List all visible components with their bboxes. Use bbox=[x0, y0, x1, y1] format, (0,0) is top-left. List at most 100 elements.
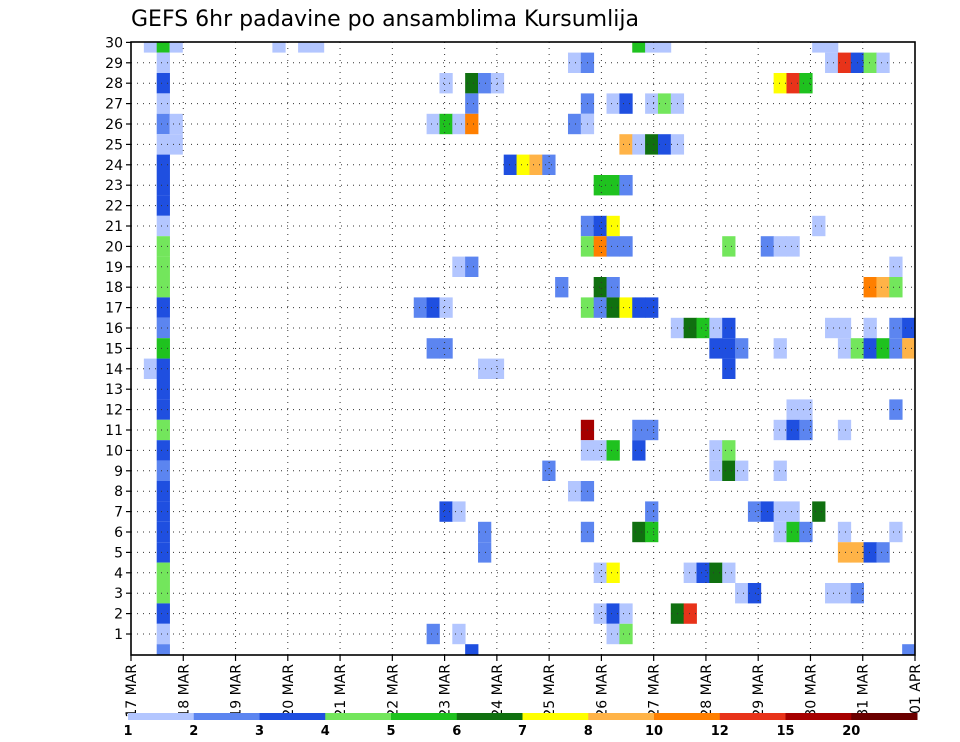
heatmap-cell bbox=[426, 338, 440, 359]
legend-swatch bbox=[391, 713, 458, 720]
heatmap-cell bbox=[452, 623, 466, 645]
y-tick-label: 15 bbox=[105, 341, 123, 357]
heatmap-cell bbox=[156, 542, 170, 563]
heatmap-cell bbox=[812, 215, 826, 237]
heatmap-cell bbox=[555, 277, 569, 298]
y-tick-label: 20 bbox=[105, 239, 123, 255]
heatmap-cell bbox=[619, 236, 633, 257]
heatmap-cell bbox=[889, 338, 903, 359]
heatmap-cell bbox=[825, 52, 839, 73]
heatmap-cell bbox=[773, 73, 787, 94]
heatmap-cell bbox=[606, 277, 620, 298]
heatmap-cell bbox=[773, 419, 787, 441]
heatmap-cells bbox=[143, 42, 916, 655]
heatmap-cell bbox=[478, 73, 492, 94]
heatmap-cell bbox=[632, 419, 646, 441]
y-tick-label: 28 bbox=[105, 76, 123, 92]
x-tick-label: 29 MAR bbox=[751, 664, 767, 718]
heatmap-cell bbox=[593, 603, 607, 624]
heatmap-cell bbox=[632, 440, 646, 461]
legend-label: 4 bbox=[321, 724, 330, 739]
heatmap-cell bbox=[465, 113, 479, 135]
legend-label: 5 bbox=[386, 724, 395, 739]
heatmap-cell bbox=[799, 419, 813, 441]
heatmap-cell bbox=[426, 297, 440, 318]
heatmap-cell bbox=[593, 297, 607, 318]
legend-swatch bbox=[719, 713, 786, 720]
heatmap-cell bbox=[735, 583, 749, 604]
heatmap-cell bbox=[478, 521, 492, 543]
heatmap-cell bbox=[619, 93, 633, 114]
heatmap-cell bbox=[786, 399, 800, 420]
legend-swatch bbox=[193, 713, 260, 720]
heatmap-cell bbox=[657, 93, 672, 114]
heatmap-cell bbox=[452, 113, 466, 135]
heatmap-cell bbox=[156, 358, 170, 379]
y-tick-label: 16 bbox=[105, 321, 123, 337]
y-tick-label: 24 bbox=[105, 158, 123, 174]
heatmap-cell bbox=[156, 175, 170, 196]
heatmap-cell bbox=[837, 542, 852, 563]
heatmap-cell bbox=[812, 501, 826, 522]
legend-swatch bbox=[456, 713, 523, 720]
heatmap-cell bbox=[825, 42, 839, 53]
heatmap-cell bbox=[837, 583, 852, 604]
heatmap-cell bbox=[516, 154, 530, 175]
legend-label: 1 bbox=[123, 724, 132, 739]
y-tick-label: 14 bbox=[105, 362, 123, 378]
x-tick-label: 17 MAR bbox=[124, 664, 140, 718]
heatmap-cell bbox=[812, 42, 826, 53]
heatmap-cell bbox=[156, 399, 170, 420]
heatmap-cell bbox=[156, 297, 170, 318]
heatmap-cell bbox=[478, 358, 492, 379]
y-tick-label: 21 bbox=[105, 219, 123, 235]
heatmap-cell bbox=[645, 42, 659, 53]
heatmap-cell bbox=[837, 521, 852, 543]
heatmap-cell bbox=[645, 521, 659, 543]
heatmap-cell bbox=[413, 297, 427, 318]
legend-swatch bbox=[128, 713, 195, 720]
heatmap-cell bbox=[156, 93, 170, 114]
heatmap-cell bbox=[439, 297, 453, 318]
heatmap-cell bbox=[632, 42, 646, 53]
legend-label: 10 bbox=[645, 724, 663, 739]
heatmap-cell bbox=[439, 113, 453, 135]
heatmap-cell bbox=[156, 562, 170, 583]
y-tick-label: 9 bbox=[114, 464, 123, 480]
heatmap-cell bbox=[889, 399, 903, 420]
heatmap-cell bbox=[632, 134, 646, 155]
heatmap-cell bbox=[606, 623, 620, 645]
heatmap-cell bbox=[876, 338, 890, 359]
heatmap-cell bbox=[889, 256, 903, 277]
heatmap-cell bbox=[825, 317, 839, 339]
y-tick-label: 17 bbox=[105, 301, 123, 317]
x-tick-label: 27 MAR bbox=[647, 664, 663, 718]
legend-label: 12 bbox=[711, 724, 729, 739]
y-axis: 1234567891011121314151617181920212223242… bbox=[105, 35, 131, 643]
heatmap-cell bbox=[156, 277, 170, 298]
heatmap-cell bbox=[606, 93, 620, 114]
y-tick-label: 12 bbox=[105, 403, 123, 419]
heatmap-cell bbox=[593, 236, 607, 257]
heatmap-cell bbox=[786, 521, 800, 543]
y-tick-label: 19 bbox=[105, 260, 123, 276]
heatmap-cell bbox=[863, 542, 877, 563]
y-tick-label: 29 bbox=[105, 56, 123, 72]
heatmap-cell bbox=[683, 317, 697, 339]
heatmap-cell bbox=[645, 501, 659, 522]
legend-swatch bbox=[785, 713, 852, 720]
heatmap-cell bbox=[272, 42, 286, 53]
heatmap-cell bbox=[567, 481, 582, 502]
y-tick-label: 26 bbox=[105, 117, 123, 133]
heatmap-cell bbox=[169, 42, 183, 53]
heatmap-cell bbox=[632, 297, 646, 318]
heatmap-cell bbox=[722, 460, 736, 481]
heatmap-cell bbox=[683, 603, 697, 624]
y-tick-label: 13 bbox=[105, 382, 123, 398]
heatmap-cell bbox=[606, 603, 620, 624]
heatmap-cell bbox=[825, 583, 839, 604]
x-tick-label: 21 MAR bbox=[333, 664, 349, 718]
heatmap-cell bbox=[619, 134, 633, 155]
heatmap-cell bbox=[709, 460, 723, 481]
heatmap-cell bbox=[156, 583, 170, 604]
